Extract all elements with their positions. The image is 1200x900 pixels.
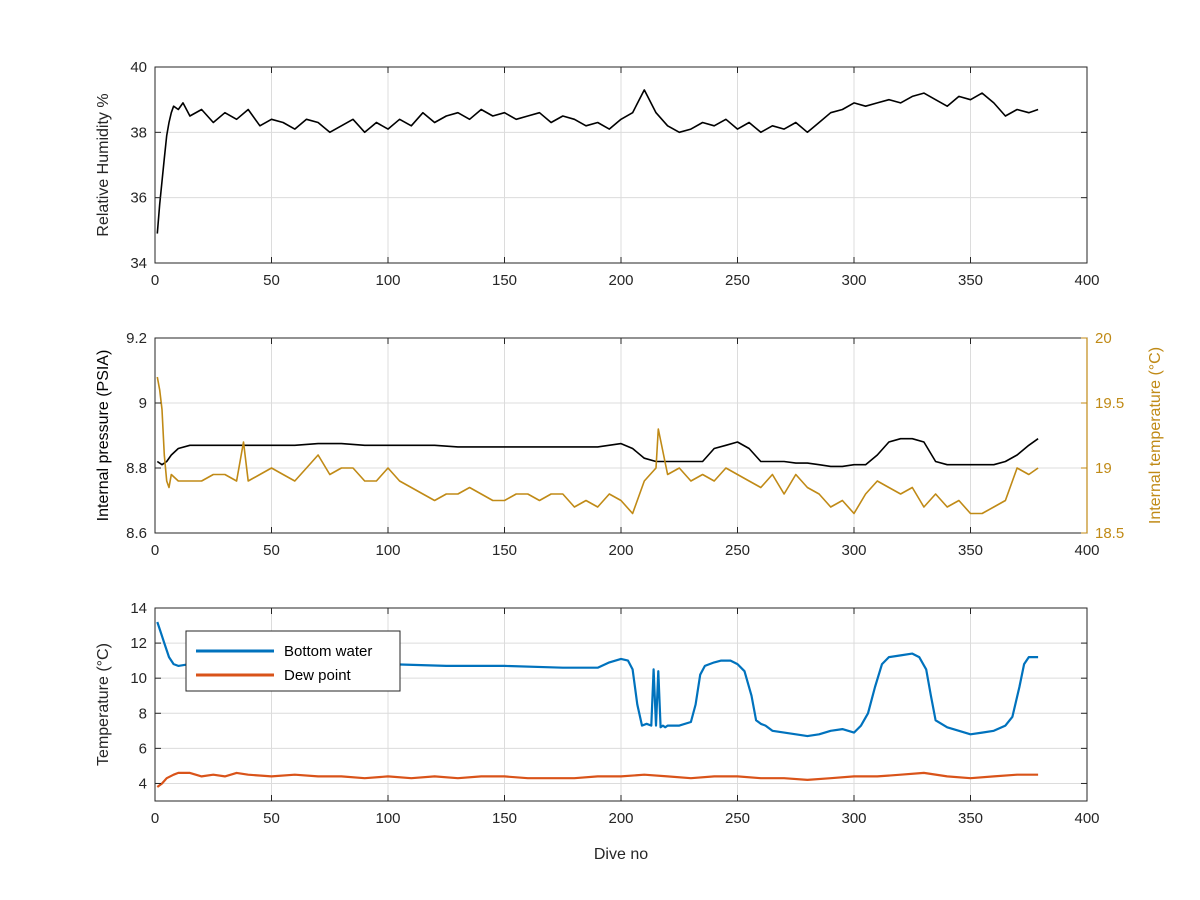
x-tick-label: 150 [492, 272, 517, 289]
x-tick-label: 0 [151, 542, 159, 559]
y-tick-label: 10 [130, 670, 147, 687]
y-tick-label: 8 [139, 705, 147, 722]
x-tick-label: 50 [263, 810, 280, 827]
x-tick-label: 250 [725, 810, 750, 827]
legend-label: Bottom water [284, 643, 372, 660]
legend-label: Dew point [284, 667, 352, 684]
x-tick-label: 400 [1074, 542, 1099, 559]
y-tick-label: 12 [130, 635, 147, 652]
series-line-2-2 [156, 376, 1039, 515]
x-tick-label: 150 [492, 810, 517, 827]
y-tick-label: 8.8 [126, 460, 147, 477]
x-tick-label: 300 [841, 542, 866, 559]
x-tick-label: 100 [375, 810, 400, 827]
y-tick-label: 38 [130, 124, 147, 141]
series-line-2-1 [156, 437, 1039, 468]
y-tick-label: 4 [139, 775, 147, 792]
x-tick-label: 100 [375, 542, 400, 559]
y-axis-label: Relative Humidity % [95, 93, 112, 236]
y-tick-label: 34 [130, 255, 147, 272]
y-tick-label: 9.2 [126, 330, 147, 347]
right-y-tick-label: 19.5 [1095, 395, 1124, 412]
x-tick-label: 200 [608, 810, 633, 827]
right-y-tick-label: 18.5 [1095, 525, 1124, 542]
y-tick-label: 9 [139, 395, 147, 412]
x-tick-label: 0 [151, 272, 159, 289]
x-axis-label: Dive no [594, 846, 648, 863]
y-axis-label: Temperature (°C) [95, 643, 112, 766]
x-tick-label: 50 [263, 542, 280, 559]
x-tick-label: 400 [1074, 810, 1099, 827]
subplot-3: 0 50 100 150 200 250 300 350 400 4 6 8 10 12 14 Tempera… [95, 600, 1100, 863]
subplot-2: 0 50 100 150 200 250 300 350 400 8.6 8.8 9 9.2 18.5 19… [95, 330, 1164, 559]
right-y-tick-label: 20 [1095, 330, 1112, 347]
x-tick-label: 250 [725, 272, 750, 289]
x-tick-label: 200 [608, 542, 633, 559]
x-tick-label: 350 [958, 272, 983, 289]
x-tick-label: 300 [841, 272, 866, 289]
x-tick-label: 50 [263, 272, 280, 289]
series-line-dew-point [156, 771, 1039, 788]
right-y-tick-label: 19 [1095, 460, 1112, 477]
legend: Bottom water Dew point [185, 630, 401, 692]
subplot-1: 0 50 100 150 200 250 300 350 400 34 36 38 40 Relative… [95, 59, 1100, 289]
x-tick-label: 300 [841, 810, 866, 827]
series-line-bottom-water [156, 621, 1039, 738]
right-y-axis-label: Internal temperature (°C) [1147, 347, 1164, 524]
legend-box [185, 630, 401, 692]
x-tick-label: 0 [151, 810, 159, 827]
y-tick-label: 8.6 [126, 525, 147, 542]
series-line-1-1 [156, 89, 1039, 234]
x-tick-label: 200 [608, 272, 633, 289]
y-tick-label: 6 [139, 740, 147, 757]
x-tick-label: 250 [725, 542, 750, 559]
x-tick-label: 400 [1074, 272, 1099, 289]
x-tick-label: 150 [492, 542, 517, 559]
y-tick-label: 36 [130, 190, 147, 207]
y-axis-label: Internal pressure (PSIA) [95, 350, 112, 522]
x-tick-label: 100 [375, 272, 400, 289]
x-tick-label: 350 [958, 542, 983, 559]
x-tick-label: 350 [958, 810, 983, 827]
y-tick-label: 40 [130, 59, 147, 76]
y-tick-label: 14 [130, 600, 147, 617]
